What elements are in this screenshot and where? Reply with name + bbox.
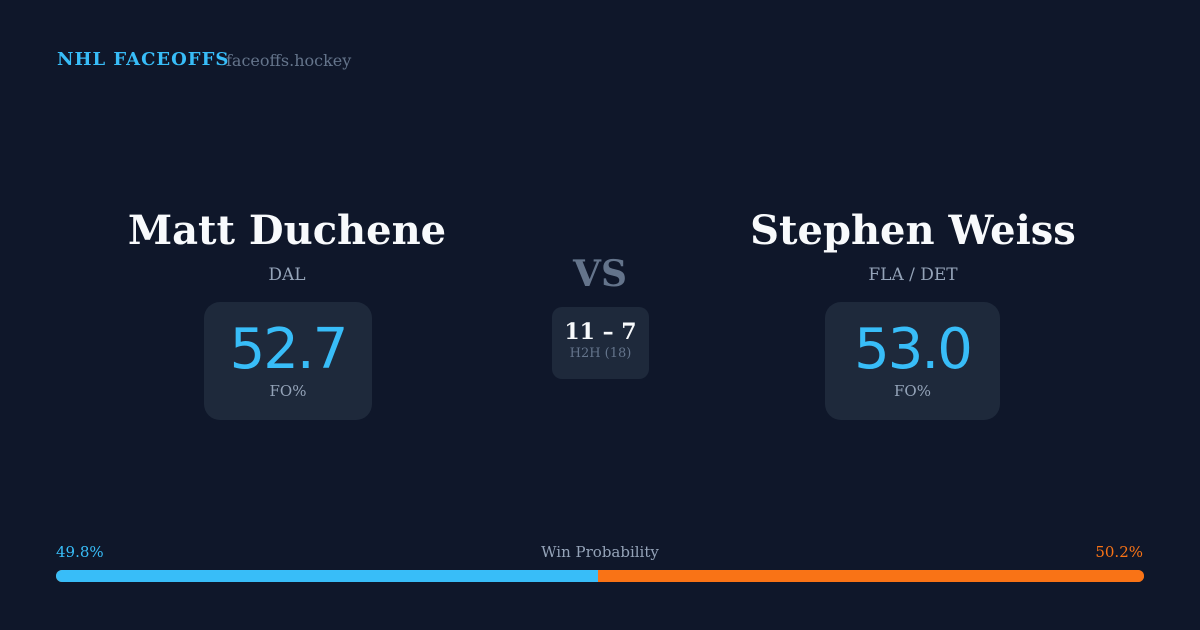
player-name: Matt Duchene [127, 207, 447, 254]
faceoff-pct-card-right: 53.0 FO% [825, 302, 1000, 420]
faceoff-pct-value: 53.0 [854, 317, 973, 382]
versus-label: VS [573, 253, 627, 295]
win-probability-left: 49.8% [56, 543, 104, 561]
win-probability-right: 50.2% [1095, 543, 1143, 561]
player-team: DAL [268, 265, 306, 285]
win-probability-bar-left [56, 570, 598, 582]
win-probability-title: Win Probability [541, 543, 659, 561]
player-left: Matt Duchene DAL [87, 205, 487, 285]
player-team: FLA / DET [868, 265, 958, 285]
faceoff-pct-label: FO% [269, 382, 307, 400]
faceoff-pct-label: FO% [894, 382, 931, 400]
faceoff-pct-value: 52.7 [229, 317, 349, 382]
win-probability-bar-right [597, 570, 1144, 582]
player-name: Stephen Weiss [750, 207, 1076, 254]
site-domain: faceoffs.hockey [226, 51, 352, 70]
player-right: Stephen Weiss FLA / DET [713, 205, 1113, 285]
faceoff-pct-card-left: 52.7 FO% [204, 302, 372, 420]
h2h-label: H2H (18) [569, 346, 632, 361]
head-to-head-card: 11 – 7 H2H (18) [552, 307, 649, 379]
win-probability-bar [56, 570, 1144, 582]
brand-title: NHL FACEOFFS [57, 49, 230, 70]
h2h-score: 11 – 7 [564, 319, 637, 345]
